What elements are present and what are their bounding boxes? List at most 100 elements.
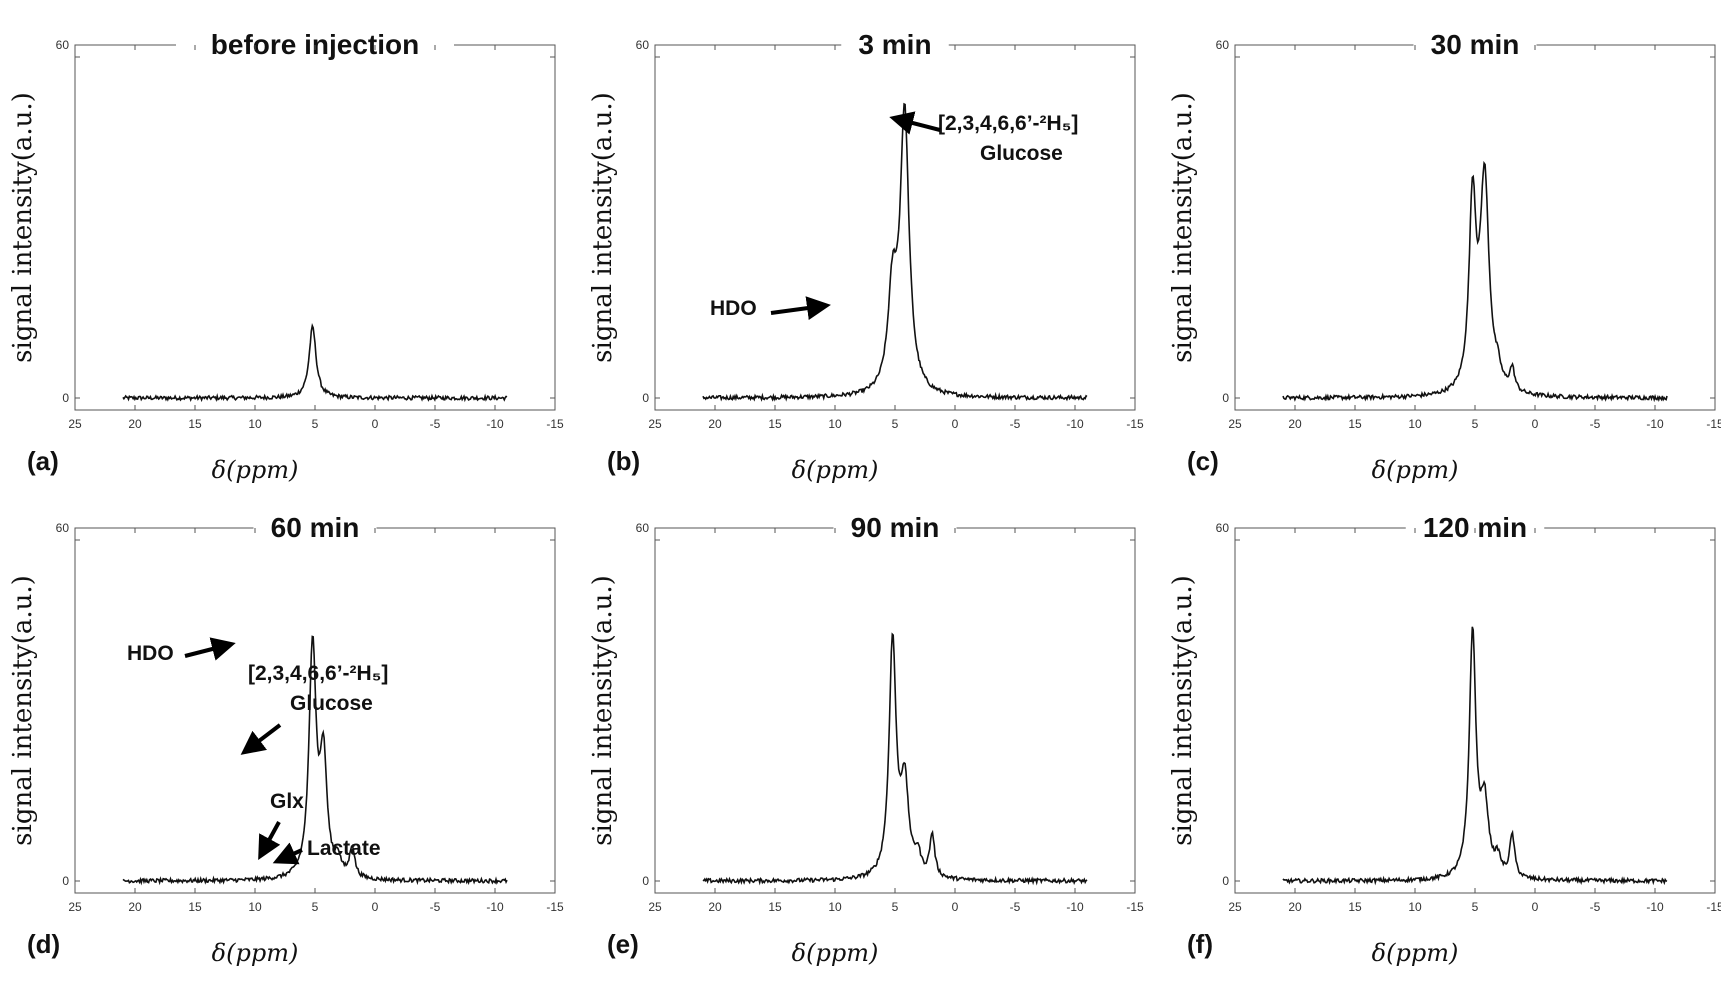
y-tick-label: 0 [1222,391,1229,405]
annotation-label: [2,3,4,6,6’-²H₅] [248,662,388,685]
chart-title: 3 min [858,29,931,60]
x-axis-label: δ(ppm) [792,939,879,967]
x-tick-label: 0 [1532,417,1539,431]
x-tick-label: 5 [1472,417,1479,431]
x-tick-label: 20 [708,417,722,431]
y-tick-label: 0 [62,391,69,405]
chart-panel-a: before injection 25 20 15 10 5 0 -5 -10 -15 0 60 sig… [8,25,564,484]
x-tick-label: 25 [68,417,82,431]
chart-panel-f: 120 min 25 20 15 10 5 0 -5 -10 -15 0 60 signal inten… [1168,508,1721,967]
x-tick-label: 5 [892,417,899,431]
x-tick-label: 20 [708,900,722,914]
spectrum-series-line [702,102,1088,402]
x-tick-label: -10 [1646,900,1664,914]
x-tick-label: 10 [1408,417,1422,431]
panel-label: (b) [607,446,640,476]
x-axis-label: δ(ppm) [792,456,879,484]
x-tick-label: 25 [1228,900,1242,914]
annotation-label: [2,3,4,6,6’-²H₅] [938,112,1078,135]
x-tick-label: 0 [952,417,959,431]
x-axis-label: δ(ppm) [212,456,299,484]
panel-label: (a) [27,446,59,476]
x-tick-label: 10 [1408,900,1422,914]
x-tick-label: -5 [430,417,441,431]
x-tick-label: -5 [430,900,441,914]
x-tick-label: -10 [1646,417,1664,431]
y-tick-label: 60 [56,521,70,535]
x-tick-label: 10 [828,417,842,431]
y-axis-label: signal intensity(a.u.) [8,92,38,363]
x-tick-label: 20 [128,900,142,914]
x-tick-label: -10 [486,417,504,431]
panel-label: (e) [607,929,639,959]
x-tick-label: 25 [648,417,662,431]
x-tick-label: 5 [312,417,319,431]
spectrum-series-line [1282,160,1668,403]
annotation-arrow [258,821,281,861]
x-tick-label: 15 [768,417,782,431]
chart-title: 30 min [1431,29,1520,60]
y-tick-label: 0 [1222,874,1229,888]
y-tick-label: 0 [62,874,69,888]
spectrum-series-line [122,322,508,403]
annotation-label-line2: Glucose [980,142,1063,165]
y-axis-label: signal intensity(a.u.) [1168,575,1198,846]
x-tick-label: 20 [1288,900,1302,914]
annotation-label: HDO [710,297,757,320]
x-tick-label: 20 [1288,417,1302,431]
x-tick-label: -5 [1010,417,1021,431]
x-tick-label: -15 [1706,900,1721,914]
panels: before injection 25 20 15 10 5 0 -5 -10 -15 0 60 sig… [8,25,1721,967]
y-tick-label: 60 [1216,38,1230,52]
x-tick-label: -15 [1706,417,1721,431]
y-axis-label: signal intensity(a.u.) [588,92,618,363]
panel-label: (d) [27,929,60,959]
x-tick-label: 5 [1472,900,1479,914]
chart-title: 120 min [1423,512,1527,543]
annotation-label: HDO [127,642,174,665]
chart-panel-e: 90 min 25 20 15 10 5 0 -5 -10 -15 0 60 signal intens… [588,508,1144,967]
spectrum-series-line [122,635,508,886]
chart-panel-b: 3 min 25 20 15 10 5 0 -5 -10 -15 0 60 signal intensi… [588,25,1144,484]
x-tick-label: 25 [68,900,82,914]
x-tick-label: 0 [1532,900,1539,914]
x-tick-label: 25 [648,900,662,914]
x-tick-label: 20 [128,417,142,431]
x-tick-label: -5 [1590,417,1601,431]
spectrum-series-line [702,632,1088,886]
annotation-arrow [184,637,236,661]
x-tick-label: 5 [892,900,899,914]
x-tick-label: 15 [1348,417,1362,431]
x-tick-label: -10 [1066,900,1084,914]
y-axis-label: signal intensity(a.u.) [1168,92,1198,363]
x-tick-label: 5 [312,900,319,914]
x-tick-label: -5 [1590,900,1601,914]
x-tick-label: -15 [546,417,564,431]
y-axis-label: signal intensity(a.u.) [8,575,38,846]
x-tick-label: 15 [188,900,202,914]
x-tick-label: 10 [248,900,262,914]
panel-label: (f) [1187,929,1213,959]
y-tick-label: 60 [636,38,650,52]
annotation-label: Lactate [307,837,381,860]
chart-title: 60 min [271,512,360,543]
annotation-arrow [240,723,282,755]
x-tick-label: -10 [1066,417,1084,431]
y-tick-label: 60 [636,521,650,535]
chart-panel-d: 60 min 25 20 15 10 5 0 -5 -10 -15 0 60 signal intens… [8,508,564,967]
chart-title: before injection [211,29,419,60]
y-tick-label: 60 [1216,521,1230,535]
chart-panel-c: 30 min 25 20 15 10 5 0 -5 -10 -15 0 60 signal intens… [1168,25,1721,484]
x-tick-label: 0 [372,417,379,431]
x-axis-label: δ(ppm) [1372,456,1459,484]
x-tick-label: -15 [546,900,564,914]
x-tick-label: 10 [828,900,842,914]
x-tick-label: 15 [188,417,202,431]
annotation-arrow [770,296,831,321]
y-axis-label: signal intensity(a.u.) [588,575,618,846]
annotation-arrow [272,842,303,865]
x-tick-label: 25 [1228,417,1242,431]
annotation-arrow [889,111,941,135]
x-tick-label: -10 [486,900,504,914]
